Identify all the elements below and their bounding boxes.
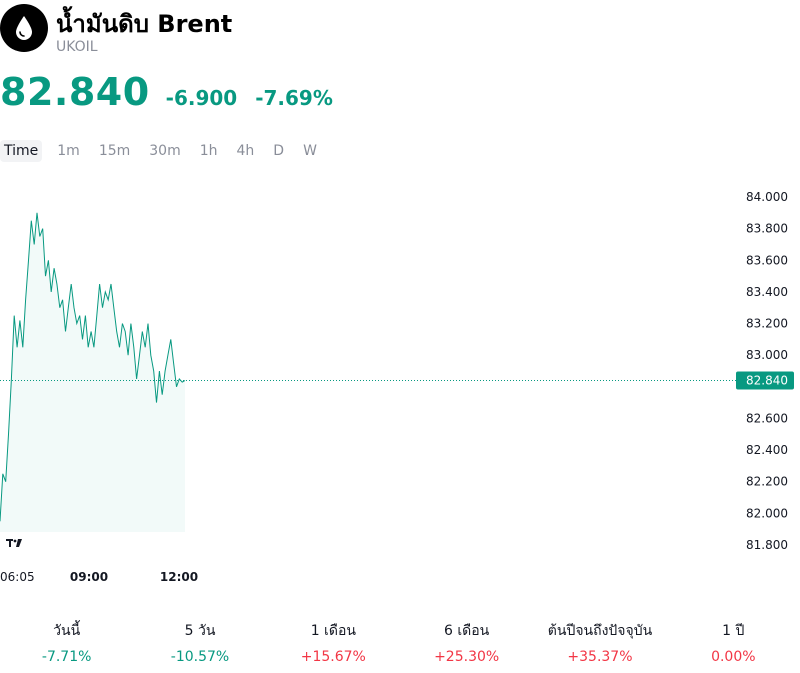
perf-label: วันนี้ [53,623,81,639]
y-axis: 84.000 83.800 83.600 83.400 83.200 83.000 82.6… [746,190,788,552]
perf-value: 0.00% [711,649,756,665]
tab-30m[interactable]: 30m [149,143,181,159]
y-tick-label: 83.800 [746,222,788,236]
tab-1m[interactable]: 1m [57,143,80,159]
x-axis: 06:05 09:00 12:00 [0,570,198,584]
perf-value: +15.67% [300,649,366,665]
perf-1-year[interactable]: 1 ปี 0.00% [667,620,800,665]
perf-label: 1 เดือน [310,623,356,639]
y-tick-label: 82.600 [746,411,788,425]
tab-time[interactable]: Time [0,140,43,162]
price-change-percent: -7.69% [255,86,333,110]
perf-1-month[interactable]: 1 เดือน +15.67% [267,620,400,665]
y-tick-label: 83.400 [746,285,788,299]
perf-6-months[interactable]: 6 เดือน +25.30% [400,620,533,665]
y-tick-label: 81.800 [746,538,788,552]
y-tick-label: 82.000 [746,506,788,520]
tab-1h[interactable]: 1h [199,143,218,159]
price-change: -6.900 [165,86,238,110]
symbol-title: น้ำมันดิบ Brent [56,10,233,38]
tradingview-icon [6,539,22,547]
perf-label: ต้นปีจนถึงปัจจุบัน [547,623,653,639]
x-tick-label: 12:00 [160,570,198,584]
perf-value: -7.71% [41,649,92,665]
perf-label: 6 เดือน [444,623,490,639]
perf-5-days[interactable]: 5 วัน -10.57% [133,620,266,665]
tab-15m[interactable]: 15m [98,143,131,159]
y-tick-label: 83.000 [746,348,788,362]
perf-label: 5 วัน [184,623,216,639]
price-line [0,212,186,522]
x-tick-label: 09:00 [70,570,108,584]
tab-d[interactable]: D [273,143,285,159]
y-tick-label: 84.000 [746,190,788,204]
perf-value: +25.30% [434,649,500,665]
oil-drop-icon [16,16,32,40]
perf-value: +35.37% [567,649,633,665]
price-area [0,212,185,533]
price-chart[interactable]: 84.000 83.800 83.600 83.400 83.200 83.000 82.6… [0,180,800,600]
perf-value: -10.57% [170,649,230,665]
last-price: 82.840 [0,70,150,114]
quote-row: 82.840 -6.900 -7.69% [0,70,333,114]
tab-w[interactable]: W [303,143,317,159]
perf-ytd[interactable]: ต้นปีจนถึงปัจจุบัน +35.37% [533,620,666,665]
x-tick-label: 06:05 [0,570,35,584]
timeframe-tabs: Time 1m 15m 30m 1h 4h D W [0,139,332,163]
tab-4h[interactable]: 4h [236,143,255,159]
oil-drop-logo [0,4,48,52]
last-price-tag: 82.840 [736,371,794,390]
perf-label: 1 ปี [722,623,745,639]
y-tick-label: 82.400 [746,443,788,457]
symbol-ticker: UKOIL [56,39,98,55]
performance-row: วันนี้ -7.71% 5 วัน -10.57% 1 เดือน +15.… [0,620,800,665]
tradingview-logo[interactable] [0,530,30,556]
last-price-label: 82.840 [746,373,788,387]
y-tick-label: 82.200 [746,475,788,489]
y-tick-label: 83.600 [746,253,788,267]
perf-today[interactable]: วันนี้ -7.71% [0,620,133,665]
y-tick-label: 83.200 [746,317,788,331]
